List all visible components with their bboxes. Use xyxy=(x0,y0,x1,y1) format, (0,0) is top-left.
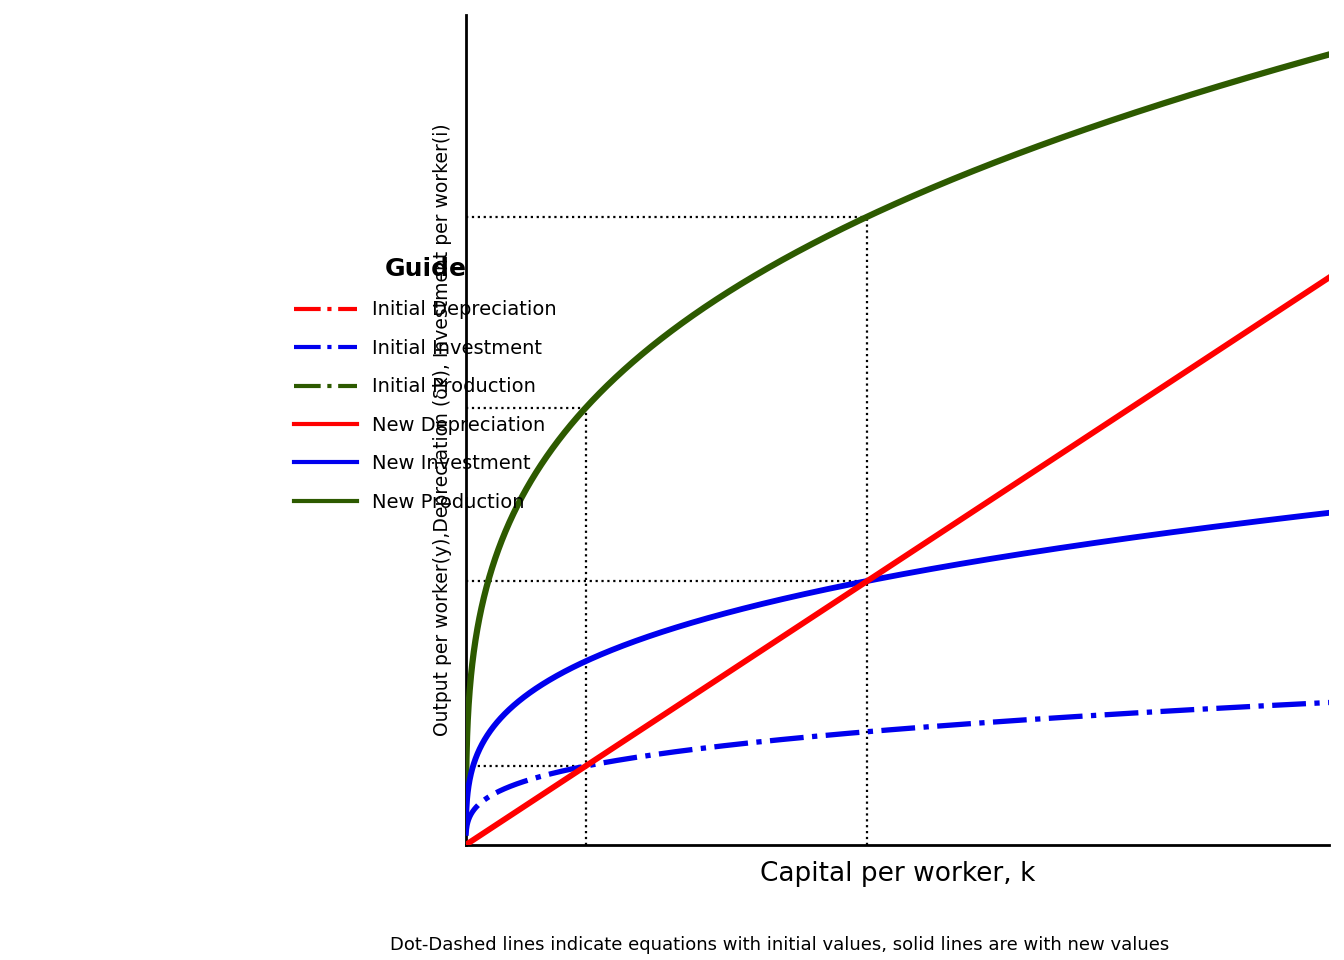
Legend: Initial Depreciation, Initial Investment, Initial Production, New Depreciation, : Initial Depreciation, Initial Investment… xyxy=(294,257,556,512)
X-axis label: Capital per worker, k: Capital per worker, k xyxy=(759,861,1035,887)
Text: Dot-Dashed lines indicate equations with initial values, solid lines are with ne: Dot-Dashed lines indicate equations with… xyxy=(390,936,1169,954)
Y-axis label: Output per worker(y),Depreciation (δk), Investment per worker(i): Output per worker(y),Depreciation (δk), … xyxy=(433,124,452,736)
